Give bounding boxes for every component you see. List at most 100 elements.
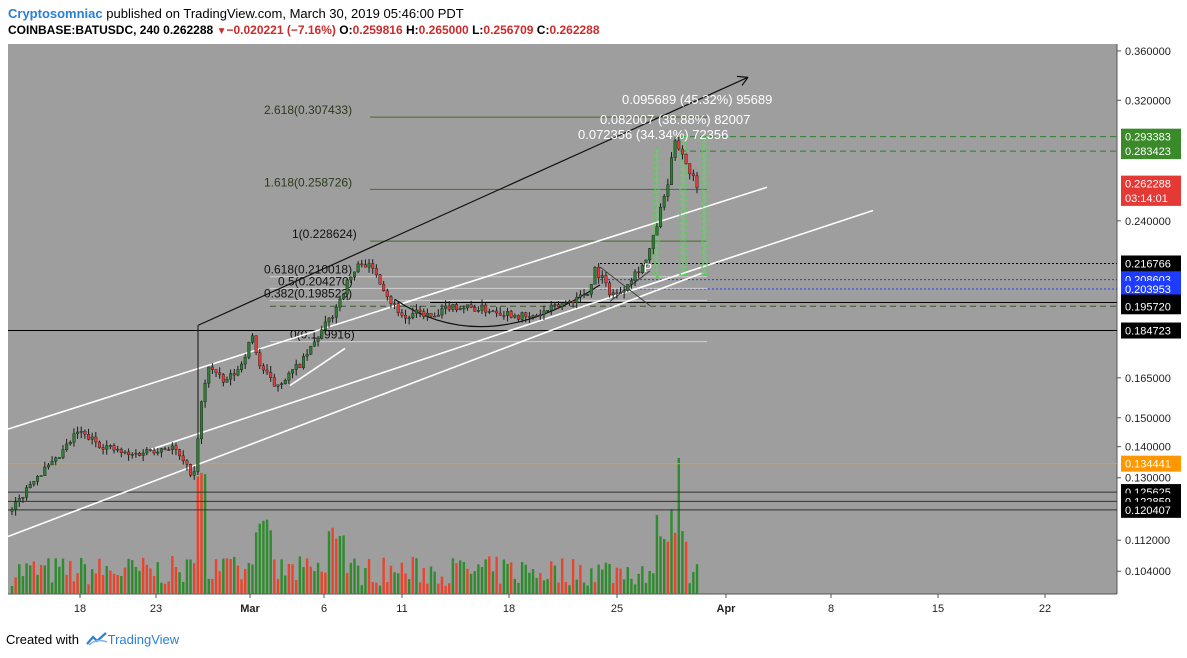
candle-body [564, 302, 568, 304]
volume-bar [571, 559, 575, 594]
volume-bar [346, 573, 349, 594]
candle-body [622, 290, 626, 293]
time-tick-label: 15 [932, 603, 944, 615]
time-tick-label: 23 [150, 603, 162, 615]
candle-body [323, 321, 327, 330]
time-tick-label: Mar [240, 603, 260, 615]
volume-bar [112, 573, 116, 594]
candle-body [298, 364, 302, 368]
candle-body [254, 335, 258, 353]
volume-bar [36, 574, 39, 594]
volume-bar [564, 582, 568, 594]
candle-body [32, 481, 36, 485]
volume-bar [386, 581, 389, 594]
candle-body [327, 317, 331, 323]
volume-bar [309, 566, 312, 594]
volume-bar [182, 581, 185, 594]
price-tick-label: 0.165000 [1125, 373, 1171, 385]
volume-bar [655, 514, 659, 594]
volume-bar [404, 573, 407, 594]
volume-bar [448, 583, 451, 594]
price-label-text: 0.203953 [1125, 284, 1171, 296]
candle-body [116, 448, 120, 451]
pattern-p-label: P [644, 261, 652, 275]
volume-bar [659, 536, 662, 594]
price-label-box [1121, 255, 1181, 272]
candle-body [97, 441, 101, 448]
candle-body [258, 352, 262, 367]
volume-bar [167, 581, 170, 594]
volume-bar [251, 564, 254, 594]
plot-area[interactable] [8, 44, 1117, 594]
candle-body [455, 304, 459, 311]
price-label-text: 0.293383 [1125, 132, 1171, 144]
volume-bar [218, 571, 221, 594]
candle-body [677, 140, 681, 150]
candle-body [312, 341, 316, 347]
candle-body [305, 354, 309, 357]
candle-body [371, 263, 375, 269]
candle-body [356, 263, 360, 273]
price-label-box [1121, 143, 1181, 160]
candle-body [25, 487, 29, 498]
candle-body [269, 371, 273, 378]
candle-body [331, 316, 335, 319]
candle-body [196, 438, 200, 472]
candle-body [571, 300, 575, 303]
volume-bar [145, 564, 149, 594]
volume-bar [280, 559, 283, 594]
volume-bar [648, 570, 651, 594]
volume-bar [378, 585, 382, 594]
volume-bar [229, 558, 232, 594]
candle-body [498, 312, 502, 316]
volume-bar [302, 567, 305, 594]
volume-bar [411, 556, 414, 594]
volume-bar [462, 561, 466, 594]
ohlc-line: COINBASE:BATUSDC, 240 0.262288 ▼−0.02022… [8, 23, 600, 37]
price-tick-label: 0.130000 [1125, 473, 1171, 485]
volume-bar [586, 585, 589, 594]
candle-body [385, 290, 389, 297]
candle-body [644, 259, 648, 266]
projection-box [679, 135, 687, 276]
volume-bar [80, 557, 83, 594]
candle-body [167, 449, 171, 451]
candle-body [14, 501, 18, 510]
volume-bar [688, 583, 691, 594]
candle-body [597, 267, 601, 278]
author-name[interactable]: Cryptosomniac [8, 6, 103, 21]
black-trend-line [197, 76, 749, 326]
volume-bar [524, 564, 527, 594]
price-chart[interactable]: 0.360000 0.320000 0.240000 0.165000 0.150000… [0, 40, 1187, 620]
tradingview-brand[interactable]: TradingView [107, 632, 180, 647]
candle-body [549, 304, 553, 311]
candle-body [659, 206, 663, 227]
candle-body [43, 466, 47, 476]
volume-bar [611, 582, 615, 594]
candle-body [378, 274, 382, 285]
volume-bar [54, 558, 57, 594]
volume-bar [644, 582, 648, 594]
volume-bar [437, 583, 440, 594]
candle-body [695, 175, 699, 188]
price-label-text: 0.120407 [1125, 505, 1171, 517]
volume-bar [604, 562, 608, 594]
volume-bar [356, 565, 360, 594]
volume-bar [542, 580, 546, 594]
price-label-text: 0.195720 [1125, 301, 1171, 313]
price-label-text: 0.216766 [1125, 258, 1171, 270]
candle-body [170, 445, 174, 450]
volume-bar [247, 562, 251, 594]
low-value: 0.256709 [483, 23, 534, 37]
channel-lower-line [7, 272, 704, 538]
candle-body [480, 304, 484, 311]
candle-body [691, 173, 695, 177]
close-label: C: [536, 23, 550, 37]
volume-bar [203, 474, 207, 594]
price-tick-label: 0.104000 [1125, 566, 1171, 578]
volume-bar [211, 578, 214, 594]
projection-box [701, 135, 708, 276]
volume-bar [539, 572, 542, 594]
candle-body [404, 314, 408, 319]
candle-body [156, 451, 160, 454]
